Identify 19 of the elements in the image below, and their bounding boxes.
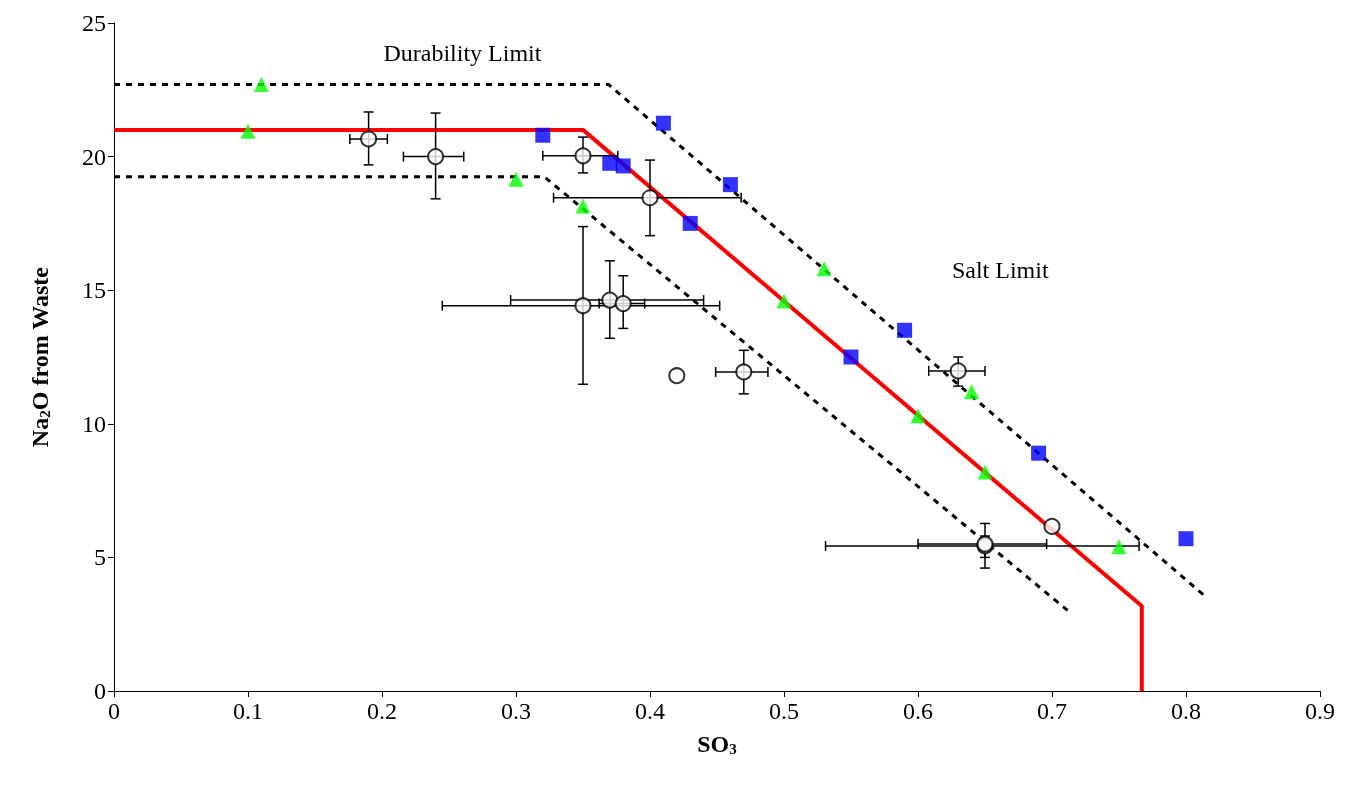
x-tick-label: 0.4 (635, 698, 665, 724)
y-tick-label: 20 (82, 143, 106, 170)
y-axis-title: Na2O from Waste (26, 266, 53, 448)
x-tick-label: 0.3 (501, 698, 531, 724)
x-tick-label: 0.1 (233, 698, 263, 724)
x-axis-title: SO3 (697, 730, 737, 757)
y-tick-label: 0 (94, 678, 106, 704)
y-tick-label: 10 (82, 410, 106, 437)
x-tick-label: 0.5 (769, 698, 799, 724)
y-tick-label: 15 (82, 277, 106, 304)
x-tick-label: 0.9 (1305, 698, 1335, 724)
annotation: Durability Limit (383, 40, 542, 67)
annotation: Salt Limit (951, 257, 1049, 284)
x-tick-label: 0.2 (367, 698, 397, 724)
y-tick-label: 5 (94, 544, 106, 571)
x-tick-label: 0.7 (1037, 698, 1067, 724)
x-tick-label: 0.6 (903, 698, 933, 724)
x-tick-label: 0.8 (1171, 698, 1201, 724)
y-tick-label: 25 (82, 10, 106, 36)
